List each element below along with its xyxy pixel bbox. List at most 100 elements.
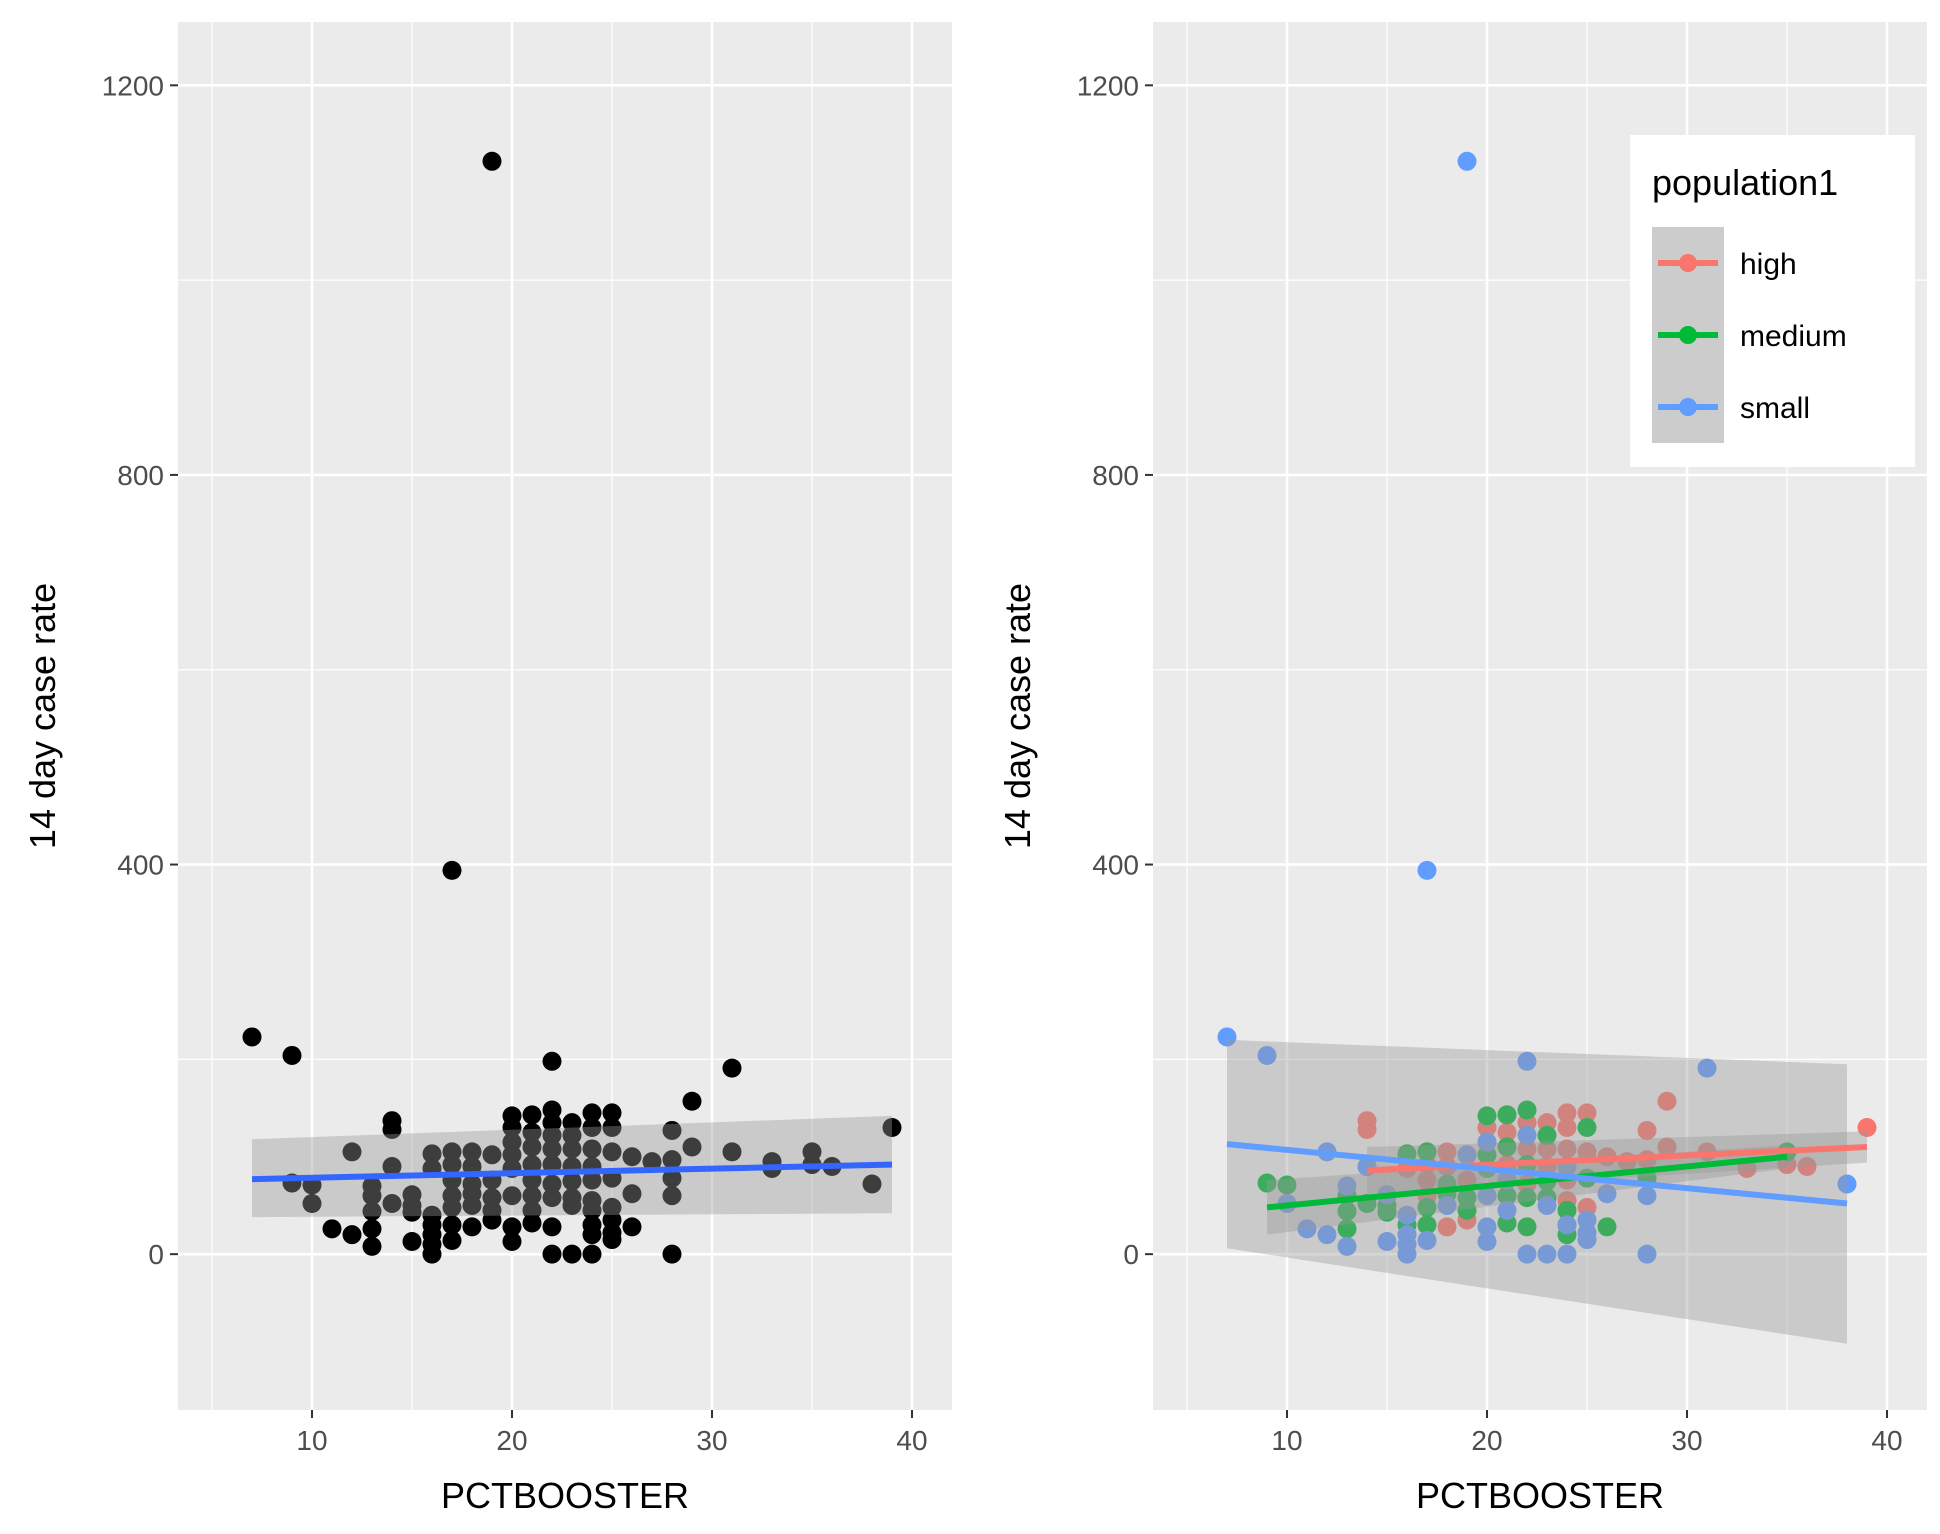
data-point <box>562 1244 582 1264</box>
y-tick-label: 400 <box>117 850 164 881</box>
data-point <box>1457 1145 1477 1165</box>
legend-key-point <box>1679 326 1697 344</box>
data-point <box>862 1174 882 1194</box>
legend-label-medium: medium <box>1740 320 1847 353</box>
data-point <box>582 1103 602 1123</box>
data-point <box>542 1051 562 1071</box>
data-point <box>342 1142 362 1162</box>
data-point <box>1517 1244 1537 1264</box>
data-point <box>502 1231 522 1251</box>
data-point <box>1657 1091 1677 1111</box>
data-point <box>662 1186 682 1206</box>
data-point <box>462 1174 482 1194</box>
data-point <box>1417 1231 1437 1251</box>
data-point <box>1397 1205 1417 1225</box>
data-point <box>522 1122 542 1142</box>
data-point <box>482 1145 502 1165</box>
data-point <box>1477 1132 1497 1152</box>
data-point <box>1497 1186 1517 1206</box>
data-point <box>1417 1170 1437 1190</box>
data-point <box>1577 1118 1597 1138</box>
data-point <box>1537 1125 1557 1145</box>
data-point <box>1377 1231 1397 1251</box>
data-point <box>622 1217 642 1237</box>
data-point <box>1457 151 1477 171</box>
x-tick-label: 40 <box>896 1425 927 1456</box>
data-point <box>1697 1058 1717 1078</box>
confidence-band-small <box>1227 1039 1847 1344</box>
data-point <box>1577 1103 1597 1123</box>
data-point <box>1557 1215 1577 1235</box>
data-point <box>622 1147 642 1167</box>
data-point <box>1457 1188 1477 1208</box>
data-point <box>582 1170 602 1190</box>
x-tick-label: 10 <box>296 1425 327 1456</box>
data-point <box>1437 1217 1457 1237</box>
data-point <box>1397 1225 1417 1245</box>
data-point <box>682 1137 702 1157</box>
data-point <box>1357 1111 1377 1131</box>
data-point <box>522 1200 542 1220</box>
data-point <box>442 1231 462 1251</box>
data-point <box>582 1215 602 1235</box>
data-point <box>1257 1173 1277 1193</box>
y-tick-label: 800 <box>1092 460 1139 491</box>
data-point <box>1337 1236 1357 1256</box>
data-point <box>522 1105 542 1125</box>
data-point <box>1337 1201 1357 1221</box>
data-point <box>522 1155 542 1175</box>
data-point <box>1637 1186 1657 1206</box>
data-point <box>382 1194 402 1214</box>
data-point <box>542 1244 562 1264</box>
data-point <box>1557 1244 1577 1264</box>
y-axis-title: 14 day case rate <box>997 583 1038 849</box>
data-point <box>502 1106 522 1126</box>
data-point <box>582 1139 602 1159</box>
x-axis-title: PCTBOOSTER <box>441 1475 689 1516</box>
data-point <box>242 1027 262 1047</box>
data-point <box>1497 1137 1517 1157</box>
data-point <box>1517 1188 1537 1208</box>
data-point <box>462 1142 482 1162</box>
data-point <box>302 1194 322 1214</box>
data-point <box>562 1139 582 1159</box>
data-point <box>1857 1118 1877 1138</box>
data-point <box>662 1168 682 1188</box>
data-point <box>602 1103 622 1123</box>
data-point <box>502 1186 522 1206</box>
data-point <box>562 1188 582 1208</box>
legend-label-small: small <box>1740 392 1810 425</box>
data-point <box>662 1150 682 1170</box>
data-point <box>1597 1217 1617 1237</box>
data-point <box>522 1137 542 1157</box>
data-point <box>1537 1139 1557 1159</box>
data-point <box>542 1139 562 1159</box>
x-tick-label: 30 <box>1671 1425 1702 1456</box>
data-point <box>1477 1106 1497 1126</box>
data-point <box>442 860 462 880</box>
data-point <box>1637 1244 1657 1264</box>
data-point <box>562 1171 582 1191</box>
data-point <box>1437 1195 1457 1215</box>
data-point <box>442 1215 462 1235</box>
data-point <box>562 1113 582 1133</box>
x-tick-label: 10 <box>1271 1425 1302 1456</box>
data-point <box>1837 1174 1857 1194</box>
data-point <box>382 1156 402 1176</box>
data-point <box>1497 1200 1517 1220</box>
data-point <box>802 1142 822 1162</box>
data-point <box>582 1191 602 1211</box>
data-point <box>602 1142 622 1162</box>
x-axis-title: PCTBOOSTER <box>1416 1475 1664 1516</box>
y-tick-label: 400 <box>1092 850 1139 881</box>
trend-line-small <box>1226 1141 1848 1207</box>
legend-label-high: high <box>1740 248 1797 281</box>
data-point <box>322 1219 342 1239</box>
data-point <box>1517 1125 1537 1145</box>
data-point <box>1437 1142 1457 1162</box>
data-point <box>1637 1120 1657 1140</box>
data-point <box>642 1152 662 1172</box>
data-point <box>1317 1225 1337 1245</box>
